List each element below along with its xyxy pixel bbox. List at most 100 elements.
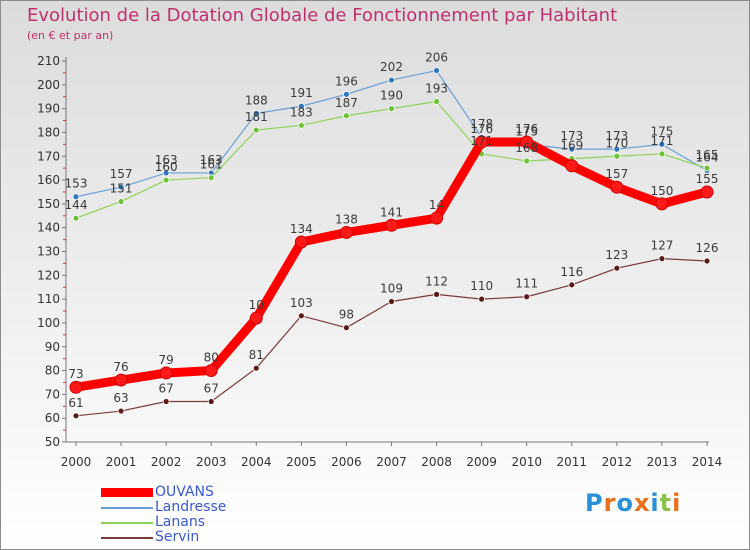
x-tick-label: 2001 [106,455,137,469]
x-tick-label: 2009 [466,455,497,469]
data-label-lanans: 168 [515,141,538,155]
data-point-servin [478,295,486,303]
data-point-landresse [72,193,80,201]
data-label-lanans: 181 [245,110,268,124]
y-tick-label: 50 [45,435,60,449]
y-tick-label: 120 [37,268,60,282]
data-label-lanans: 144 [65,198,88,212]
data-point-lanans [658,150,666,158]
data-label-servin: 110 [470,279,493,293]
data-point-servin [568,281,576,289]
x-tick-label: 2012 [602,455,633,469]
data-label-lanans: 170 [605,136,628,150]
data-label-servin: 61 [68,396,83,410]
data-label-landresse: 163 [200,153,223,167]
data-point-ouvans [69,380,83,394]
data-point-servin [388,298,395,305]
data-point-servin [207,398,215,405]
data-point-ouvans [475,135,489,149]
data-label-servin: 81 [249,348,264,362]
data-label-lanans: 171 [470,134,493,148]
data-point-ouvans [430,211,444,225]
legend-swatch-landresse [101,506,153,509]
data-label-servin: 123 [605,248,628,262]
data-label-servin: 111 [515,277,538,291]
data-label-servin: 126 [696,241,719,255]
data-label-lanans: 183 [290,105,313,119]
data-point-ouvans [294,235,308,249]
data-label-ouvans: 10 [249,298,264,312]
legend-label-lanans: Lanans [155,514,205,530]
proxiti-logo: Proxiti [585,489,681,517]
data-label-ouvans: 76 [113,360,128,374]
data-point-lanans [343,112,350,120]
x-tick-label: 2008 [421,455,452,469]
y-tick-label: 130 [37,245,60,259]
data-label-ouvans: 134 [290,222,313,236]
data-label-ouvans: 73 [68,367,83,381]
y-tick-label: 210 [37,54,60,68]
data-label-landresse: 202 [380,60,403,74]
data-point-lanans [297,121,305,129]
legend: OUVANS Landresse Lanans Servin [101,485,226,545]
data-point-ouvans [610,180,624,194]
x-tick-label: 2010 [511,455,542,469]
data-point-lanans [207,174,215,182]
legend-swatch-servin [101,536,153,539]
data-label-lanans: 161 [200,158,223,172]
data-point-servin [72,412,80,420]
data-point-landresse [343,90,350,98]
data-label-ouvans: 176 [470,122,493,136]
logo-letter: i [672,489,682,517]
logo-letter: i [650,489,660,517]
data-label-lanans: 187 [335,96,358,110]
data-point-servin [703,257,711,265]
data-label-landresse: 175 [650,124,673,138]
data-point-lanans [523,157,531,165]
y-tick-label: 80 [45,364,60,378]
data-label-servin: 67 [204,382,219,396]
data-label-landresse: 163 [155,153,178,167]
data-point-servin [252,364,260,372]
x-tick-label: 2002 [151,455,182,469]
y-tick-label: 90 [45,340,60,354]
data-label-servin: 103 [290,296,313,310]
data-point-landresse [388,76,395,84]
y-tick-label: 150 [37,197,60,211]
data-label-lanans: 151 [110,181,133,195]
data-label-servin: 116 [560,265,583,279]
data-point-lanans [613,152,621,160]
x-tick-label: 2003 [196,455,227,469]
data-point-servin [658,255,666,263]
data-label-lanans: 193 [425,81,448,95]
data-point-landresse [252,109,260,117]
data-label-ouvans: 14 [429,198,444,212]
data-label-servin: 127 [650,239,673,253]
data-point-landresse [613,145,621,153]
data-label-lanans: 160 [155,160,178,174]
y-tick-label: 110 [37,292,60,306]
data-label-servin: 67 [159,382,174,396]
legend-label-landresse: Landresse [155,499,227,515]
y-tick-label: 190 [37,102,60,116]
axes: 50 60 70 80 90 100 110 120 130 140 150 160 170 180 190… [37,54,722,469]
chart-subtitle: (en € et par an) [27,29,114,42]
data-point-landresse [658,140,666,148]
x-tick-label: 2011 [557,455,588,469]
data-point-servin [297,312,305,320]
series-lines [69,67,714,420]
data-label-servin: 109 [380,282,403,296]
x-tick-label: 2000 [61,455,92,469]
y-tick-label: 170 [37,149,60,163]
series-labels: 73 76 79 80 10 134 138 141 14 176 176 157 150 155 153 1… [65,51,719,410]
data-label-landresse: 188 [245,93,268,107]
data-label-lanans: 169 [560,139,583,153]
y-tick-label: 140 [37,221,60,235]
data-point-servin [433,290,440,298]
data-label-ouvans: 157 [605,167,628,181]
data-point-ouvans [159,366,173,380]
y-tick-label: 100 [37,316,60,330]
data-point-servin [343,324,350,332]
legend-item-servin: Servin [101,530,226,545]
x-tick-label: 2005 [286,455,317,469]
